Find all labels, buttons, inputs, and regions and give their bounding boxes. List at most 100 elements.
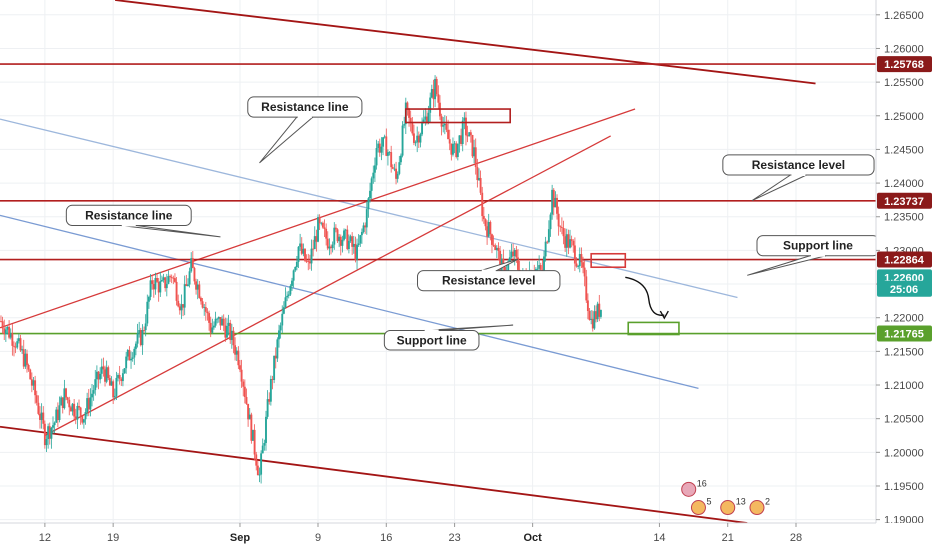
trendline-rising-lower[interactable] [44,135,611,437]
candle-body [107,367,110,379]
candle-body [492,244,495,246]
economic-events[interactable]: 16 5 13 2 [681,478,770,516]
candle-body [133,348,136,358]
candle-body [0,321,2,322]
candle-body [393,168,396,170]
candle-body [373,165,376,173]
callout-pointer [423,324,514,331]
candle-body [513,250,516,257]
candle-body [273,355,276,380]
price-tick-label: 1.20500 [884,414,924,426]
candle-body [69,407,72,412]
candle-body [494,245,497,251]
candle-body [315,236,318,242]
candle-body [95,371,98,380]
event-marker[interactable]: 13 [720,497,746,516]
candle-body [250,414,253,441]
event-marker[interactable]: 5 [690,497,711,516]
price-tag-label: 1.25768 [884,59,924,71]
candle-body [437,94,440,103]
price-tick-label: 1.21000 [884,380,924,392]
callout[interactable]: Support line [747,235,880,276]
zone-breakdown-zone[interactable] [590,252,627,269]
candle-body [120,378,123,382]
candle-body [39,413,41,420]
candle-body [390,152,393,168]
candle-body [260,453,263,475]
candle-body [206,311,209,314]
time-tick-label: 16 [380,532,392,544]
candle-body [369,190,371,199]
candle-body [234,345,237,355]
candle-body [61,397,64,409]
zone-target-zone[interactable] [627,321,680,336]
time-axis[interactable]: 12 19 Sep 9 16 23 Oct 14 21 28 [0,522,932,550]
trendline-channel-top[interactable] [115,0,816,85]
event-marker[interactable]: 2 [749,497,770,516]
candle-body [367,198,370,210]
price-tag-bg [877,192,932,209]
candle-body [17,338,20,342]
candle-body [443,123,446,126]
candle-body [196,284,199,290]
candle-body [169,276,172,277]
candle-body [425,116,428,124]
candle-body [276,339,279,359]
candle-body [170,276,173,278]
candle-body [139,330,142,346]
candle-body [130,358,132,361]
callout[interactable]: Resistance level [417,258,561,292]
candle-body [191,258,194,269]
candle-body [287,294,290,296]
candle-body [409,117,412,123]
candle-body [274,355,277,359]
candle-body [547,229,550,243]
candle-body [461,120,464,144]
candle-body [29,369,32,380]
candle-body [144,323,147,331]
price-axis[interactable]: 1.26500 1.26000 1.25500 1.25000 1.24500 1.240… [875,0,932,550]
callout[interactable]: Resistance line [247,96,363,164]
candle-body [42,412,45,424]
candle-body [37,402,40,414]
candle-body [473,147,476,157]
candle-body [447,129,450,140]
candle-body [271,379,274,380]
candle-body [289,285,292,295]
candle-body [595,311,597,320]
callout-label: Support line [397,333,467,347]
candle-body [435,78,438,95]
candle-body [177,300,180,307]
candle-body [201,301,204,308]
event-marker[interactable]: 16 [681,478,707,497]
candle-body [221,318,224,326]
zone-resistance-zone[interactable] [405,108,511,124]
event-count: 5 [706,497,711,507]
candle-body [55,409,58,423]
trendline-channel-bottom[interactable] [0,425,748,524]
callout[interactable]: Resistance line [65,204,221,238]
price-tag-bg [877,56,932,73]
candle-body [282,307,285,314]
candle-body [330,246,332,249]
price-tag-label: 1.22864 [884,255,925,267]
candle-body [248,414,251,420]
price-tag: 1.25768 [877,56,932,73]
candle-body [596,303,599,320]
candle-body [269,379,272,402]
candle-body [32,380,35,386]
trendline-support-line[interactable] [0,214,699,390]
callout[interactable]: Support line [383,324,514,351]
time-axis-bg [0,523,932,550]
callout[interactable]: Resistance level [722,154,875,202]
candle-body [14,346,17,348]
candle-body [91,393,93,398]
callout-pointer [120,224,221,238]
candle-body [104,369,106,382]
candle-body [84,412,87,420]
candle-body [599,309,602,317]
candle-body [326,238,329,249]
candle-body [564,236,567,248]
candle-body [478,177,480,181]
